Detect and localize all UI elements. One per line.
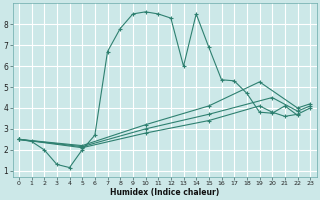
X-axis label: Humidex (Indice chaleur): Humidex (Indice chaleur): [110, 188, 219, 197]
